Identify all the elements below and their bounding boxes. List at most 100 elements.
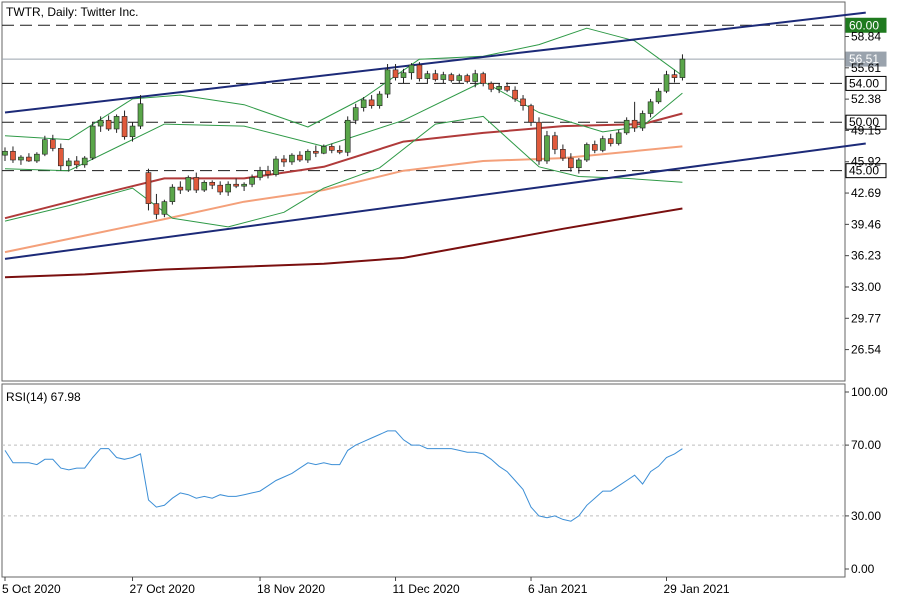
candle-body [65,160,72,167]
candle-body [265,170,271,175]
candle-body [121,116,128,138]
indicator-line-1 [4,145,683,254]
candle-body [26,156,32,162]
level-tag [845,163,887,179]
level-tag-label: 45.00 [849,164,879,178]
level-tag-label: 54.00 [849,76,879,90]
candle-body [424,73,431,79]
candle-body [504,86,510,91]
candle-body [432,73,439,80]
rsi-tick-label: 0.00 [851,562,875,576]
candle-body [607,138,614,144]
time-tick-label: 18 Nov 2020 [257,582,325,596]
candle-body [663,74,670,92]
candle-body [201,181,208,191]
candle-body [193,177,200,191]
candle-body [105,119,112,130]
time-tick-label: 5 Oct 2020 [2,582,61,596]
candle-body [281,158,287,163]
candle-body [671,74,678,78]
candle-body [552,135,558,150]
candle-body [289,154,295,163]
candle-body [576,159,582,169]
candle-body [177,186,184,191]
trendline-lower [4,142,866,260]
level-tag-label: 56.51 [849,52,879,66]
indicator-line-3 [4,81,683,172]
candle-body [233,183,239,187]
candle-body [440,74,447,80]
candle-body [591,144,598,151]
candle-body [639,113,646,129]
candle-body [185,177,192,191]
candle-body [647,101,654,114]
indicator-line-2 [4,207,683,279]
price-tick-label: 58.84 [851,30,881,44]
candle-body [241,183,247,187]
candle-body [328,146,335,151]
candle-body [34,153,40,162]
price-tick-label: 55.61 [851,61,881,75]
level-tag-label: 60.00 [849,18,879,32]
candle-body [209,181,216,186]
candle-body [81,157,88,166]
price-tick-label: 39.46 [851,217,881,231]
candle-body [257,170,263,178]
candle-body [384,69,391,95]
price-tick-label: 29.77 [851,311,881,325]
rsi-header: RSI(14) 67.98 [6,390,81,404]
candle-body [50,139,56,149]
candle-body [360,99,367,108]
level-tag [845,114,887,130]
rsi-panel-frame [1,383,846,578]
candle-body [544,135,550,162]
price-tick-label: 26.54 [851,343,881,357]
candle-body [623,119,630,134]
symbol-header: TWTR, Daily: Twitter Inc. [6,5,138,19]
level-tag-label: 50.00 [849,115,879,129]
candle-body [480,73,487,84]
level-tag [845,17,887,33]
candle-body [113,116,120,130]
candle-body [560,149,566,159]
level-tag [845,51,887,67]
candle-body [161,201,168,215]
candle-body [584,144,590,161]
candle-body [313,150,319,154]
candle-body [2,150,8,156]
candle-body [137,103,144,127]
candle-body [73,160,80,166]
candle-body [416,64,423,79]
rsi-tick-label: 30.00 [851,509,881,523]
candle-body [599,138,606,151]
candle-body [352,107,359,121]
candle-body [408,64,415,74]
indicator-line-5 [4,115,683,228]
candle-body [392,69,399,78]
candle-body [528,105,534,123]
candle-body [217,184,223,193]
candle-body [10,150,16,161]
time-axis: 5 Oct 2020 27 Oct 2020 18 Nov 2020 11 Dec 2… [2,577,730,596]
candle-body [568,157,574,169]
level-tag [845,75,887,91]
candle-body [536,121,542,162]
candle-body [496,86,502,90]
candle-body [512,89,518,100]
candle-body [97,119,104,127]
rsi-tick-label: 100.00 [851,385,888,399]
candle-body [615,132,622,144]
candle-body [448,74,455,81]
price-tick-label: 42.69 [851,186,881,200]
time-tick-label: 6 Jan 2021 [528,582,588,596]
candle-body [249,177,255,185]
main-panel-frame [1,1,846,382]
candle-body [320,146,327,154]
main-price-panel: 60.00 54.00 50.00 45.00 56.51 58.84 55.61 52.3… [1,1,887,382]
candle-body [336,150,343,153]
candle-body [273,158,279,175]
candle-body [368,99,375,107]
candle-body [297,154,303,161]
candle-body [679,58,686,78]
